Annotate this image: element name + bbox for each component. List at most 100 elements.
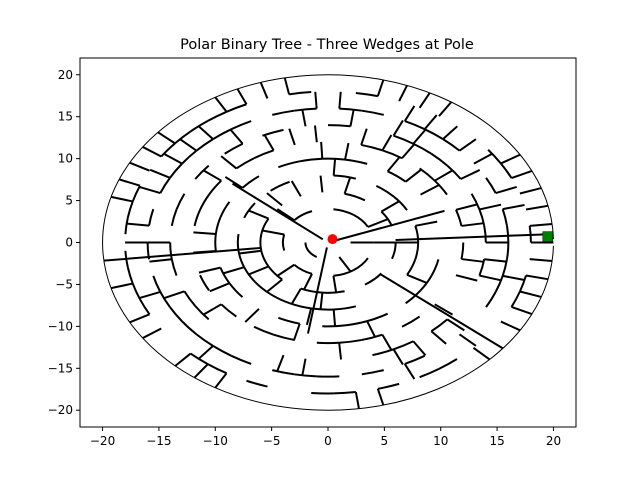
maze-wall xyxy=(190,119,209,133)
x-tick-label: 0 xyxy=(324,434,332,448)
maze-wall xyxy=(139,185,161,195)
maze-wall xyxy=(179,138,198,152)
y-tick-label: 10 xyxy=(58,152,73,166)
maze-wall xyxy=(224,176,244,189)
maze-wall xyxy=(446,164,462,180)
maze-wall xyxy=(372,348,394,357)
maze-wall xyxy=(519,187,542,195)
maze-wall xyxy=(160,142,176,158)
maze-wall xyxy=(414,242,420,260)
maze-wall xyxy=(229,128,244,145)
maze-wall xyxy=(529,223,553,227)
maze-wall xyxy=(485,177,497,194)
maze-wall xyxy=(236,88,248,105)
maze-wall xyxy=(461,258,484,263)
maze-wall xyxy=(243,266,256,283)
maze-wall xyxy=(344,192,366,202)
maze-wall xyxy=(269,293,290,305)
maze-wall xyxy=(353,214,369,228)
maze-wall xyxy=(361,143,383,152)
maze-wall xyxy=(391,242,397,260)
maze-wall xyxy=(487,149,502,165)
maze-wall xyxy=(236,233,240,252)
x-tick-label: −20 xyxy=(90,434,115,448)
maze-wall xyxy=(110,195,133,203)
maze-wall xyxy=(269,180,290,192)
maze-walls xyxy=(102,74,554,411)
x-tick-label: 5 xyxy=(381,434,389,448)
maze-wall xyxy=(525,204,549,211)
maze-wall xyxy=(494,275,504,293)
maze-wall xyxy=(220,155,238,170)
maze-wall xyxy=(159,291,171,308)
maze-wall xyxy=(379,273,504,350)
y-tick-label: −15 xyxy=(48,361,73,375)
maze-wall xyxy=(338,256,352,273)
maze-wall xyxy=(163,152,183,165)
maze-wall xyxy=(310,307,334,311)
x-tick-label: −10 xyxy=(203,434,228,448)
maze-wall xyxy=(386,156,401,172)
maze-wall xyxy=(500,162,513,179)
maze-wall xyxy=(283,77,291,95)
maze-markers xyxy=(327,231,554,245)
maze-wall xyxy=(139,298,151,315)
maze-wall xyxy=(382,149,403,160)
x-tick-label: 20 xyxy=(546,434,561,448)
maze-wall xyxy=(193,363,209,379)
maze-wall xyxy=(366,320,376,338)
maze-wall xyxy=(289,302,312,310)
maze-wall xyxy=(479,203,502,211)
maze-wall xyxy=(405,168,422,183)
maze-wall xyxy=(387,170,407,183)
maze-wall xyxy=(198,266,221,274)
maze-wall xyxy=(199,274,210,291)
maze-wall xyxy=(219,201,231,218)
maze-wall xyxy=(294,107,317,112)
maze-wall xyxy=(207,363,227,375)
maze-wall xyxy=(152,275,162,293)
maze-wall xyxy=(142,146,162,158)
maze-wall xyxy=(288,128,296,146)
maze-wall xyxy=(461,222,484,227)
y-tick-label: −20 xyxy=(48,403,73,417)
maze-wall xyxy=(430,318,448,333)
maze-wall xyxy=(361,333,383,342)
x-tick-label: 15 xyxy=(489,434,504,448)
maze-wall xyxy=(333,174,357,180)
maze-wall xyxy=(244,308,260,323)
maze-wall xyxy=(355,91,378,98)
goal-marker xyxy=(542,231,554,242)
maze-wall xyxy=(276,263,295,277)
maze-wall xyxy=(393,195,408,211)
maze-wall xyxy=(266,192,283,207)
maze-wall xyxy=(366,312,389,323)
maze-wall xyxy=(401,315,421,328)
maze-wall xyxy=(319,292,324,310)
maze-wall xyxy=(126,222,150,227)
maze-wall xyxy=(353,257,369,271)
maze-wall xyxy=(333,391,356,395)
maze-wall xyxy=(194,164,210,180)
maze-wall xyxy=(338,91,342,109)
maze-wall xyxy=(343,177,352,195)
maze-wall xyxy=(209,282,230,293)
start-marker xyxy=(327,234,338,245)
maze-wall xyxy=(163,290,185,300)
maze-wall xyxy=(262,229,285,236)
maze-wall xyxy=(344,158,368,165)
maze-wall xyxy=(500,320,521,332)
maze-wall xyxy=(243,202,256,219)
maze-wall xyxy=(403,105,416,122)
maze-wall xyxy=(253,149,274,160)
maze-wall xyxy=(301,358,307,376)
maze-wall xyxy=(404,120,426,131)
maze-wall xyxy=(460,242,465,260)
maze-wall xyxy=(418,92,431,109)
maze-wall xyxy=(129,161,150,172)
maze-wall xyxy=(226,103,247,113)
maze-wall xyxy=(169,242,173,260)
maze-wall xyxy=(197,125,214,140)
maze-wall xyxy=(260,250,270,268)
maze-wall xyxy=(294,373,317,378)
